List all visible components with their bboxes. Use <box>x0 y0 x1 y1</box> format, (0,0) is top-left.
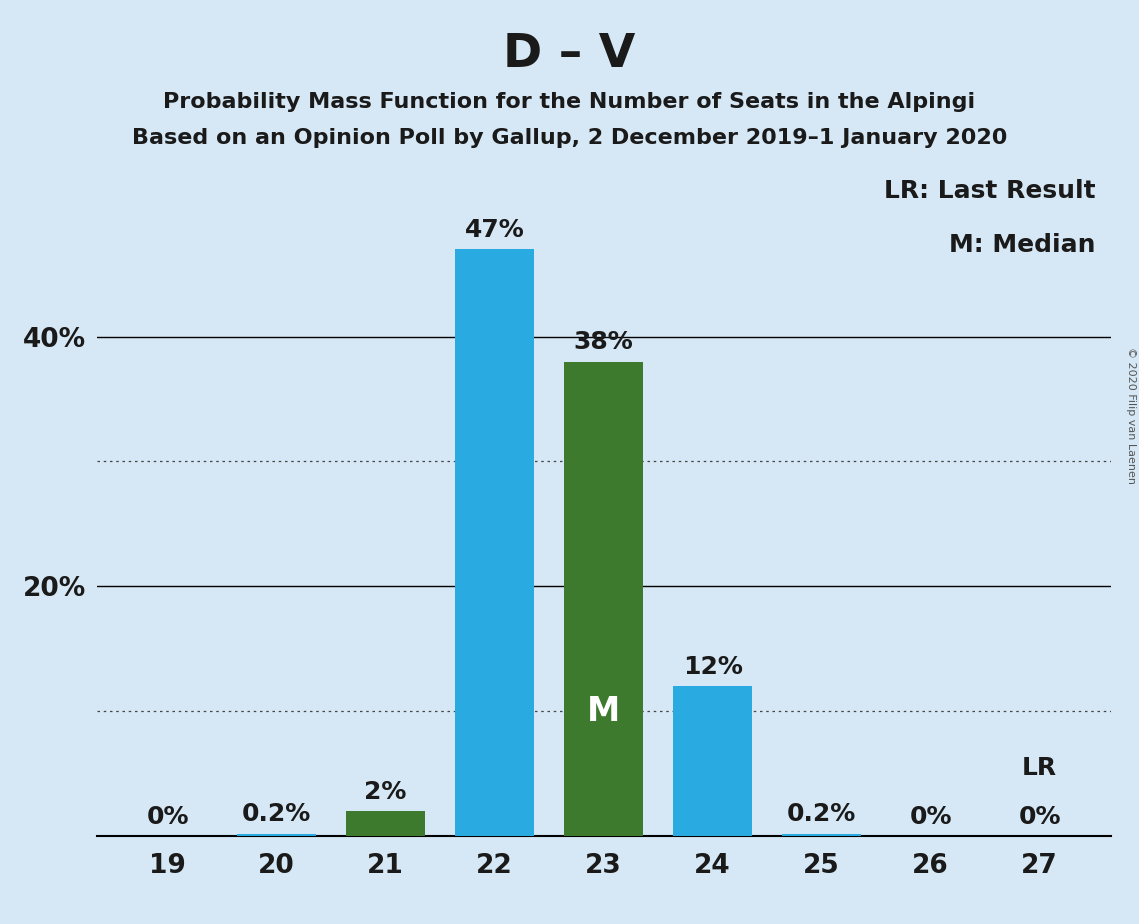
Bar <box>237 833 316 836</box>
Text: 0%: 0% <box>1018 805 1060 829</box>
Text: © 2020 Filip van Laenen: © 2020 Filip van Laenen <box>1126 347 1136 484</box>
Text: 38%: 38% <box>574 330 633 354</box>
Text: LR: Last Result: LR: Last Result <box>884 178 1096 202</box>
Text: D – V: D – V <box>503 32 636 78</box>
Text: 2%: 2% <box>364 780 407 804</box>
Bar <box>673 687 752 836</box>
Text: M: Median: M: Median <box>949 233 1096 257</box>
Text: M: M <box>587 695 621 728</box>
Text: 0.2%: 0.2% <box>787 802 857 826</box>
Text: 47%: 47% <box>465 218 525 242</box>
Text: LR: LR <box>1022 756 1057 780</box>
Bar <box>346 811 425 836</box>
Text: Probability Mass Function for the Number of Seats in the Alpingi: Probability Mass Function for the Number… <box>163 92 976 113</box>
Bar <box>782 833 861 836</box>
Text: 0%: 0% <box>147 805 189 829</box>
Bar <box>456 249 534 836</box>
Text: Based on an Opinion Poll by Gallup, 2 December 2019–1 January 2020: Based on an Opinion Poll by Gallup, 2 De… <box>132 128 1007 148</box>
Text: 0%: 0% <box>909 805 952 829</box>
Text: 0.2%: 0.2% <box>243 802 311 826</box>
Text: 12%: 12% <box>682 655 743 679</box>
Bar <box>565 361 642 836</box>
